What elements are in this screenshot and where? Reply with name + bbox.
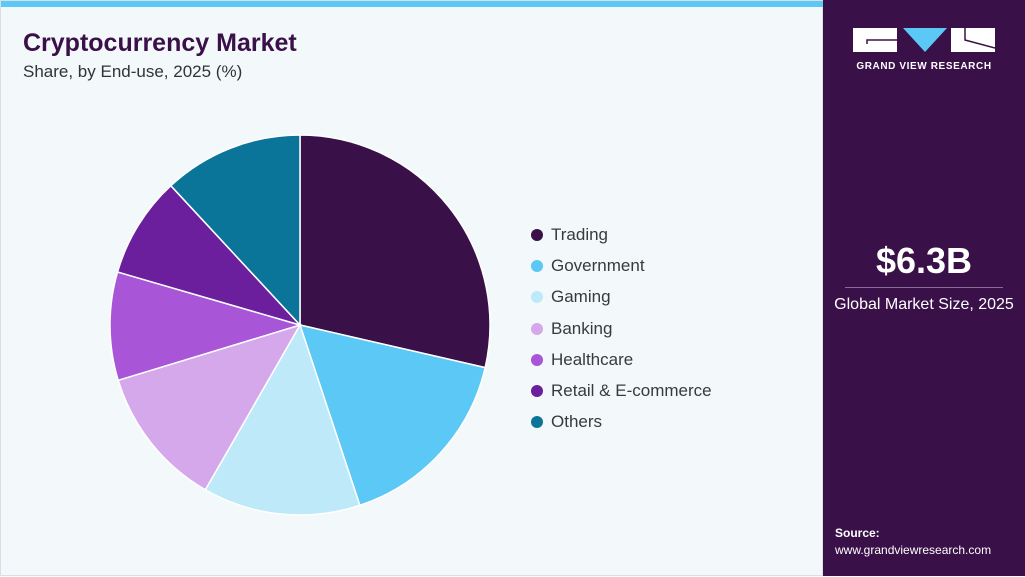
legend-dot-icon — [531, 385, 543, 398]
legend-label: Trading — [551, 224, 609, 244]
legend-label: Gaming — [551, 287, 611, 307]
legend-label: Others — [551, 412, 603, 432]
pie-slice-government — [298, 323, 487, 507]
accent-bar — [1, 1, 824, 7]
pie-slice-retail-e-commerce — [116, 184, 303, 327]
legend-item: Healthcare — [531, 344, 712, 375]
source-url[interactable]: www.grandviewresearch.com — [835, 543, 992, 557]
legend-dot-icon — [531, 416, 543, 429]
market-size-value: $6.3B — [875, 240, 973, 281]
legend-item: Trading — [531, 219, 712, 250]
divider — [845, 287, 1003, 288]
pie-slice-gaming — [204, 323, 361, 516]
pie-slice-trading — [299, 134, 491, 369]
legend-dot-icon — [531, 259, 543, 272]
legend-label: Retail & E-commerce — [551, 381, 712, 401]
legend-item: Gaming — [531, 282, 712, 313]
legend-dot-icon — [531, 322, 543, 335]
legend-item: Government — [531, 250, 712, 281]
grand-view-research-logo — [853, 28, 995, 52]
legend-dot-icon — [531, 291, 543, 304]
legend-dot-icon — [531, 353, 543, 366]
chart-area: Cryptocurrency Market Share, by End-use,… — [0, 0, 824, 576]
pie-chart — [109, 134, 491, 516]
legend-dot-icon — [531, 228, 543, 241]
market-size-label: Global Market Size, 2025 — [834, 296, 1014, 313]
chart-subtitle: Share, by End-use, 2025 (%) — [23, 62, 243, 81]
chart-title: Cryptocurrency Market — [23, 29, 297, 57]
brand-name: GRAND VIEW RESEARCH — [856, 61, 992, 72]
legend-label: Government — [551, 255, 645, 275]
legend-item: Banking — [531, 313, 712, 344]
pie-slice-banking — [117, 323, 302, 491]
pie-slice-others — [169, 134, 301, 327]
legend: Trading Government Gaming Banking Healthcare… — [531, 219, 712, 438]
source-label: Source: — [835, 526, 880, 540]
sidebar: GRAND VIEW RESEARCH $6.3B Global Market … — [823, 0, 1025, 576]
legend-item: Others — [531, 407, 712, 438]
pie-slice-healthcare — [109, 271, 303, 382]
legend-label: Banking — [551, 318, 613, 338]
legend-item: Retail & E-commerce — [531, 375, 712, 406]
legend-label: Healthcare — [551, 349, 634, 369]
